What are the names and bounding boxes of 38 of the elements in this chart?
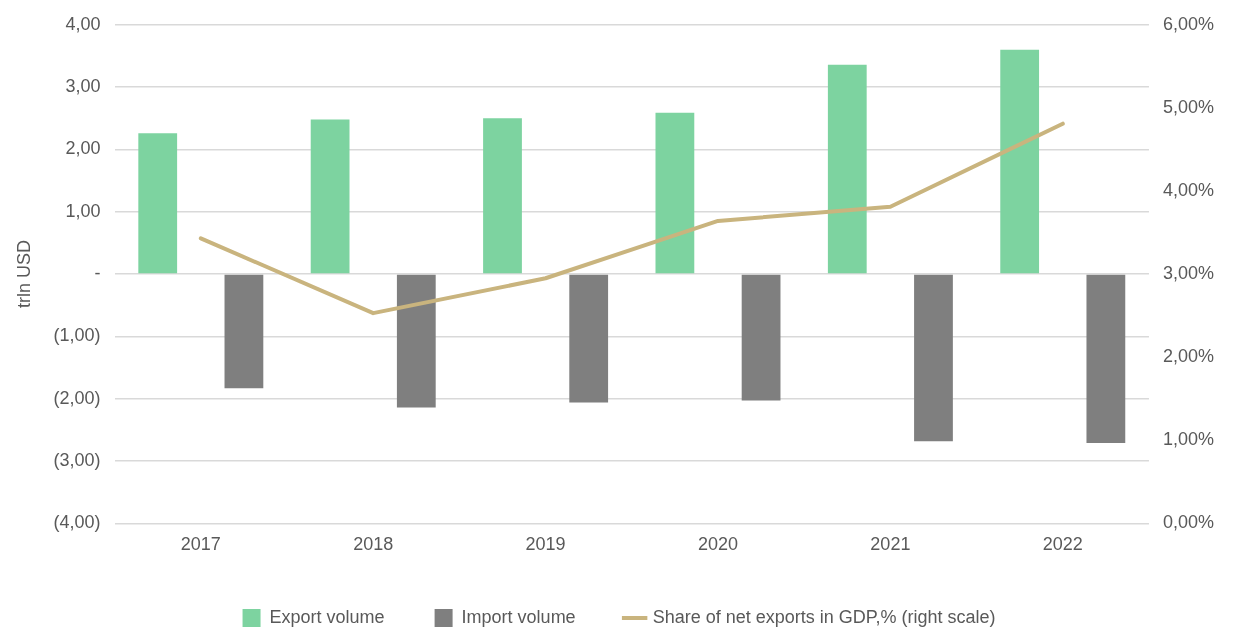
y-tick-label: 2,00 [65, 138, 101, 159]
y-tick-label: (4,00) [53, 512, 101, 533]
y2-tick-label: 6,00% [1162, 13, 1215, 34]
y-tick-label: 4,00 [65, 13, 101, 34]
y-tick-label: (1,00) [53, 325, 101, 346]
bar [138, 133, 178, 274]
y-tick-label: 1,00 [65, 200, 101, 221]
y-tick-label: - [94, 263, 101, 284]
bar [1000, 49, 1040, 274]
y-tick-label: (2,00) [53, 387, 101, 408]
bar [914, 274, 953, 442]
y2-tick-label: 5,00% [1162, 96, 1215, 117]
x-tick-label: 2022 [1042, 534, 1083, 555]
x-tick-label: 2018 [353, 534, 394, 555]
bar [483, 118, 522, 274]
legend-label: Share of net exports in GDP,% (right scale) [652, 606, 996, 627]
bar [1086, 274, 1126, 443]
legend-label: Import volume [461, 606, 576, 627]
legend-label: Export volume [269, 606, 385, 627]
bar [569, 274, 609, 403]
y2-tick-label: 4,00% [1162, 179, 1215, 200]
bar [741, 274, 781, 401]
x-tick-label: 2020 [697, 534, 739, 555]
bar [827, 64, 867, 274]
y-tick-label: 3,00 [65, 76, 101, 97]
y2-tick-label: 0,00% [1162, 512, 1215, 533]
bar [396, 274, 436, 408]
y2-tick-label: 3,00% [1162, 263, 1215, 284]
y2-tick-label: 1,00% [1162, 429, 1215, 450]
bar [655, 112, 695, 274]
y-axis-title: trln USD [13, 240, 34, 309]
y2-tick-label: 2,00% [1162, 346, 1215, 367]
x-tick-label: 2017 [180, 534, 221, 555]
x-tick-label: 2021 [870, 534, 911, 555]
bar [224, 274, 264, 389]
y-tick-label: (3,00) [53, 450, 101, 471]
bar [310, 119, 350, 274]
x-tick-label: 2019 [525, 534, 566, 555]
